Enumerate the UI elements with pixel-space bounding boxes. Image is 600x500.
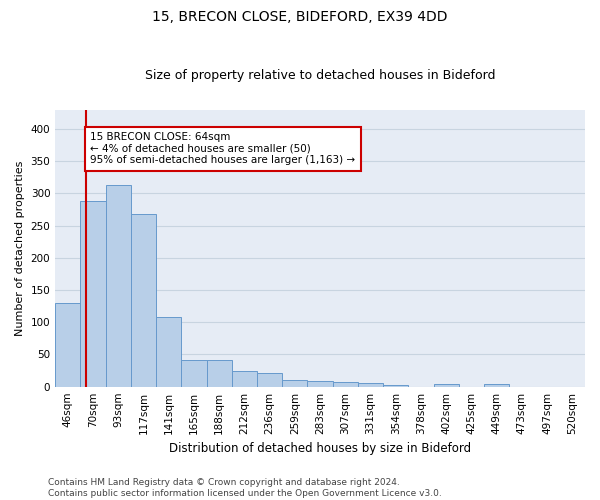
Bar [206, 360, 232, 386]
Bar [181, 360, 206, 386]
Bar [55, 303, 80, 386]
Bar [282, 380, 307, 386]
Bar [106, 185, 131, 386]
Text: 15, BRECON CLOSE, BIDEFORD, EX39 4DD: 15, BRECON CLOSE, BIDEFORD, EX39 4DD [152, 10, 448, 24]
Bar [131, 214, 156, 386]
Bar [232, 370, 257, 386]
Text: Contains HM Land Registry data © Crown copyright and database right 2024.
Contai: Contains HM Land Registry data © Crown c… [48, 478, 442, 498]
Bar [484, 384, 509, 386]
Bar [434, 384, 459, 386]
Bar [358, 384, 383, 386]
Title: Size of property relative to detached houses in Bideford: Size of property relative to detached ho… [145, 69, 496, 82]
Bar [257, 373, 282, 386]
Bar [307, 381, 332, 386]
Bar [383, 384, 409, 386]
X-axis label: Distribution of detached houses by size in Bideford: Distribution of detached houses by size … [169, 442, 471, 455]
Bar [80, 201, 106, 386]
Bar [156, 317, 181, 386]
Bar [332, 382, 358, 386]
Y-axis label: Number of detached properties: Number of detached properties [15, 160, 25, 336]
Text: 15 BRECON CLOSE: 64sqm
← 4% of detached houses are smaller (50)
95% of semi-deta: 15 BRECON CLOSE: 64sqm ← 4% of detached … [91, 132, 356, 166]
